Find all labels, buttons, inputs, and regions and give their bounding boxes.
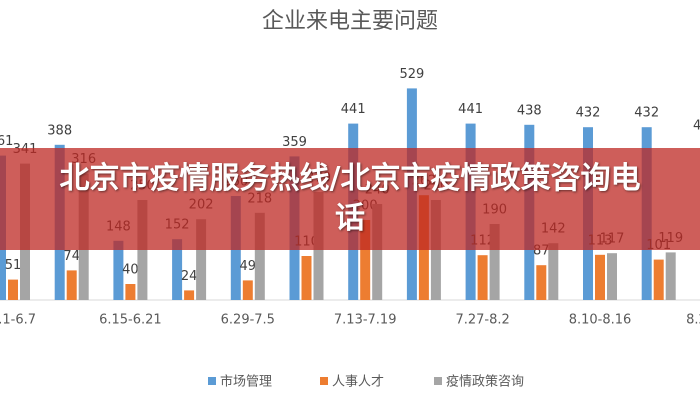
legend-label: 人事人才 bbox=[332, 375, 384, 390]
legend-label: 疫情政策咨询 bbox=[446, 374, 524, 390]
bar bbox=[196, 219, 207, 300]
x-tick-label: 7.13-7.19 bbox=[334, 313, 397, 328]
legend-swatch bbox=[208, 377, 216, 385]
data-label: 441 bbox=[341, 102, 366, 117]
bar bbox=[548, 243, 559, 300]
x-tick-label: 7.27-8.2 bbox=[455, 313, 509, 328]
bar bbox=[8, 279, 18, 300]
x-tick-label: 6.29-7.5 bbox=[221, 313, 275, 328]
bar bbox=[242, 280, 253, 300]
legend-swatch bbox=[320, 377, 328, 385]
chart-title: 企业来电主要问题 bbox=[262, 9, 438, 34]
bar bbox=[665, 252, 676, 300]
data-label: 74 bbox=[63, 249, 80, 264]
x-tick-label: 6.15-6.21 bbox=[99, 313, 162, 328]
legend-swatch bbox=[434, 377, 442, 385]
bar bbox=[607, 253, 617, 300]
data-label: 441 bbox=[458, 102, 483, 117]
x-tick-label: 8.10-8.16 bbox=[569, 313, 632, 328]
x-tick-label: 8.24-8.30 bbox=[686, 313, 700, 328]
data-label: 432 bbox=[634, 106, 659, 121]
bar bbox=[301, 256, 312, 300]
data-label: 388 bbox=[47, 123, 72, 138]
data-label: 400 bbox=[693, 119, 700, 134]
data-label: 40 bbox=[122, 263, 139, 278]
bar bbox=[172, 239, 183, 300]
bar bbox=[254, 212, 265, 300]
bar bbox=[360, 220, 371, 300]
bar bbox=[489, 224, 500, 300]
x-tick-label: 6.1-6.7 bbox=[0, 313, 36, 328]
data-label: 361 bbox=[0, 134, 13, 149]
overlay-banner: 北京市疫情服务热线/北京市疫情政策咨询电话 bbox=[0, 148, 700, 250]
bar bbox=[536, 265, 547, 300]
bar bbox=[372, 204, 383, 300]
data-label: 359 bbox=[282, 135, 307, 150]
bar bbox=[653, 259, 664, 300]
bar bbox=[137, 200, 148, 300]
data-label: 432 bbox=[576, 106, 601, 121]
data-label: 438 bbox=[517, 103, 542, 118]
bar bbox=[66, 270, 77, 300]
data-label: 49 bbox=[240, 259, 257, 274]
bar bbox=[184, 290, 195, 300]
data-label: 24 bbox=[181, 269, 198, 284]
bar bbox=[113, 240, 124, 300]
bar bbox=[595, 254, 605, 300]
bar bbox=[477, 255, 488, 300]
bar bbox=[125, 284, 136, 300]
data-label: 51 bbox=[5, 258, 22, 273]
bar bbox=[430, 200, 441, 300]
overlay-title: 北京市疫情服务热线/北京市疫情政策咨询电话 bbox=[59, 161, 641, 236]
legend-label: 市场管理 bbox=[220, 374, 272, 390]
data-label: 529 bbox=[399, 67, 424, 82]
